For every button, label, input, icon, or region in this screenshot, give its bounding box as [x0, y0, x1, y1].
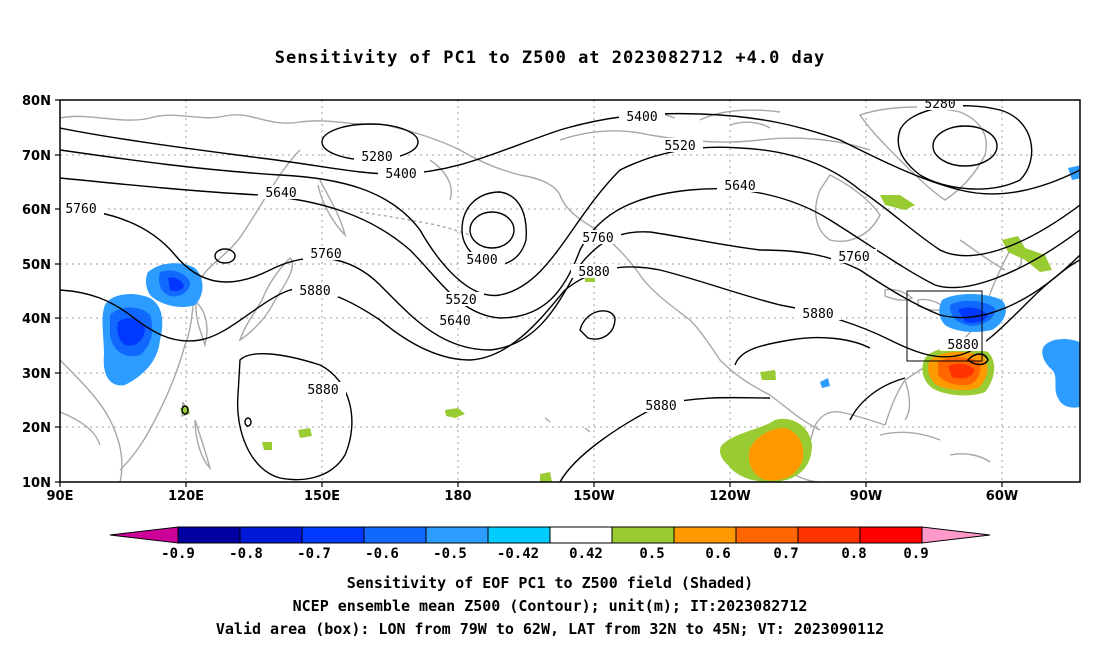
contour-label-5880-f: 5880 — [947, 338, 978, 353]
colorbar-cell — [363, 526, 427, 544]
contour-label-5640-b: 5640 — [724, 179, 755, 194]
lon-label-120w: 120W — [709, 489, 750, 504]
lon-label-150e: 150E — [304, 489, 340, 504]
contour-label-5400-c: 5400 — [466, 253, 497, 268]
lon-label-90e: 90E — [47, 489, 74, 504]
lat-label-60n: 60N — [22, 203, 51, 218]
negative-region-china — [102, 263, 203, 386]
colorbar-cell — [673, 526, 737, 544]
colorbar-cell — [549, 526, 613, 544]
contour-label-5760-d: 5760 — [838, 250, 869, 265]
colorbar-label: -0.5 — [433, 546, 467, 562]
contour-label-5280-a: 5280 — [361, 150, 392, 165]
gridlines — [60, 100, 1080, 482]
colorbar-label: -0.7 — [297, 546, 331, 562]
lon-label-60w: 60W — [986, 489, 1018, 504]
contour-label-5520-b: 5520 — [445, 293, 476, 308]
lat-label-70n: 70N — [22, 149, 51, 164]
contour-label-5760-a: 5760 — [65, 202, 96, 217]
colorbar-label: 0.6 — [705, 546, 730, 562]
z500-contours — [60, 105, 1080, 482]
colorbar-label: -0.8 — [229, 546, 263, 562]
caption-line-2: NCEP ensemble mean Z500 (Contour); unit(… — [292, 597, 808, 615]
colorbar-label: 0.42 — [569, 546, 603, 562]
valid-area-box — [906, 290, 983, 362]
negative-region-east-coast — [939, 294, 1006, 333]
contour-label-5880-e: 5880 — [645, 399, 676, 414]
colorbar-label: 0.9 — [903, 546, 928, 562]
contour-label-5640-a: 5640 — [265, 186, 296, 201]
colorbar-label: 0.5 — [639, 546, 664, 562]
lat-label-20n: 20N — [22, 421, 51, 436]
lat-label-80n: 80N — [22, 94, 51, 109]
contour-label-5280-b: 5280 — [924, 97, 955, 112]
coastlines — [60, 106, 1022, 482]
lon-label-120e: 120E — [168, 489, 204, 504]
colorbar-label: -0.9 — [161, 546, 195, 562]
contour-label-5760-c: 5760 — [582, 231, 613, 246]
lon-label-150w: 150W — [573, 489, 614, 504]
contour-labels: 5280 5280 5400 5400 5400 5520 5520 5640 … — [60, 97, 986, 414]
colorbar-low-arrow — [109, 526, 179, 544]
lat-label-10n: 10N — [22, 476, 51, 491]
contour-label-5760-b: 5760 — [310, 247, 341, 262]
colorbar-cell — [301, 526, 365, 544]
lon-label-90w: 90W — [850, 489, 882, 504]
colorbar-cell — [735, 526, 799, 544]
colorbar-cell — [611, 526, 675, 544]
sensitivity-shading — [102, 165, 1080, 482]
lat-label-30n: 30N — [22, 367, 51, 382]
colorbar-label: -0.6 — [365, 546, 399, 562]
colorbar-cell — [239, 526, 303, 544]
colorbar — [109, 526, 991, 544]
contour-label-5520-a: 5520 — [664, 139, 695, 154]
colorbar-cell — [797, 526, 861, 544]
colorbar-label: 0.8 — [841, 546, 866, 562]
plot-frame — [59, 99, 1081, 483]
colorbar-label: 0.7 — [773, 546, 798, 562]
colorbar-cell — [487, 526, 551, 544]
positive-region-mexico — [720, 418, 812, 482]
colorbar-label: -0.42 — [497, 546, 539, 562]
colorbar-high-arrow — [921, 526, 991, 544]
contour-label-5880-c: 5880 — [802, 307, 833, 322]
contour-label-5880-b: 5880 — [578, 265, 609, 280]
lat-label-50n: 50N — [22, 258, 51, 273]
colorbar-cell — [177, 526, 241, 544]
colorbar-cell — [859, 526, 923, 544]
caption-line-3: Valid area (box): LON from 79W to 62W, L… — [215, 620, 885, 638]
contour-label-5400-b: 5400 — [626, 110, 657, 125]
chart-title: Sensitivity of PC1 to Z500 at 2023082712… — [274, 48, 826, 68]
contour-label-5640-c: 5640 — [439, 314, 470, 329]
caption-line-1: Sensitivity of EOF PC1 to Z500 field (Sh… — [346, 574, 754, 592]
contour-label-5880-d: 5880 — [307, 383, 338, 398]
lat-label-40n: 40N — [22, 312, 51, 327]
contour-label-5880-a: 5880 — [299, 284, 330, 299]
negative-region-atlantic — [1042, 339, 1080, 408]
lon-label-180: 180 — [444, 489, 471, 504]
colorbar-cell — [425, 526, 489, 544]
contour-label-5400-a: 5400 — [385, 167, 416, 182]
